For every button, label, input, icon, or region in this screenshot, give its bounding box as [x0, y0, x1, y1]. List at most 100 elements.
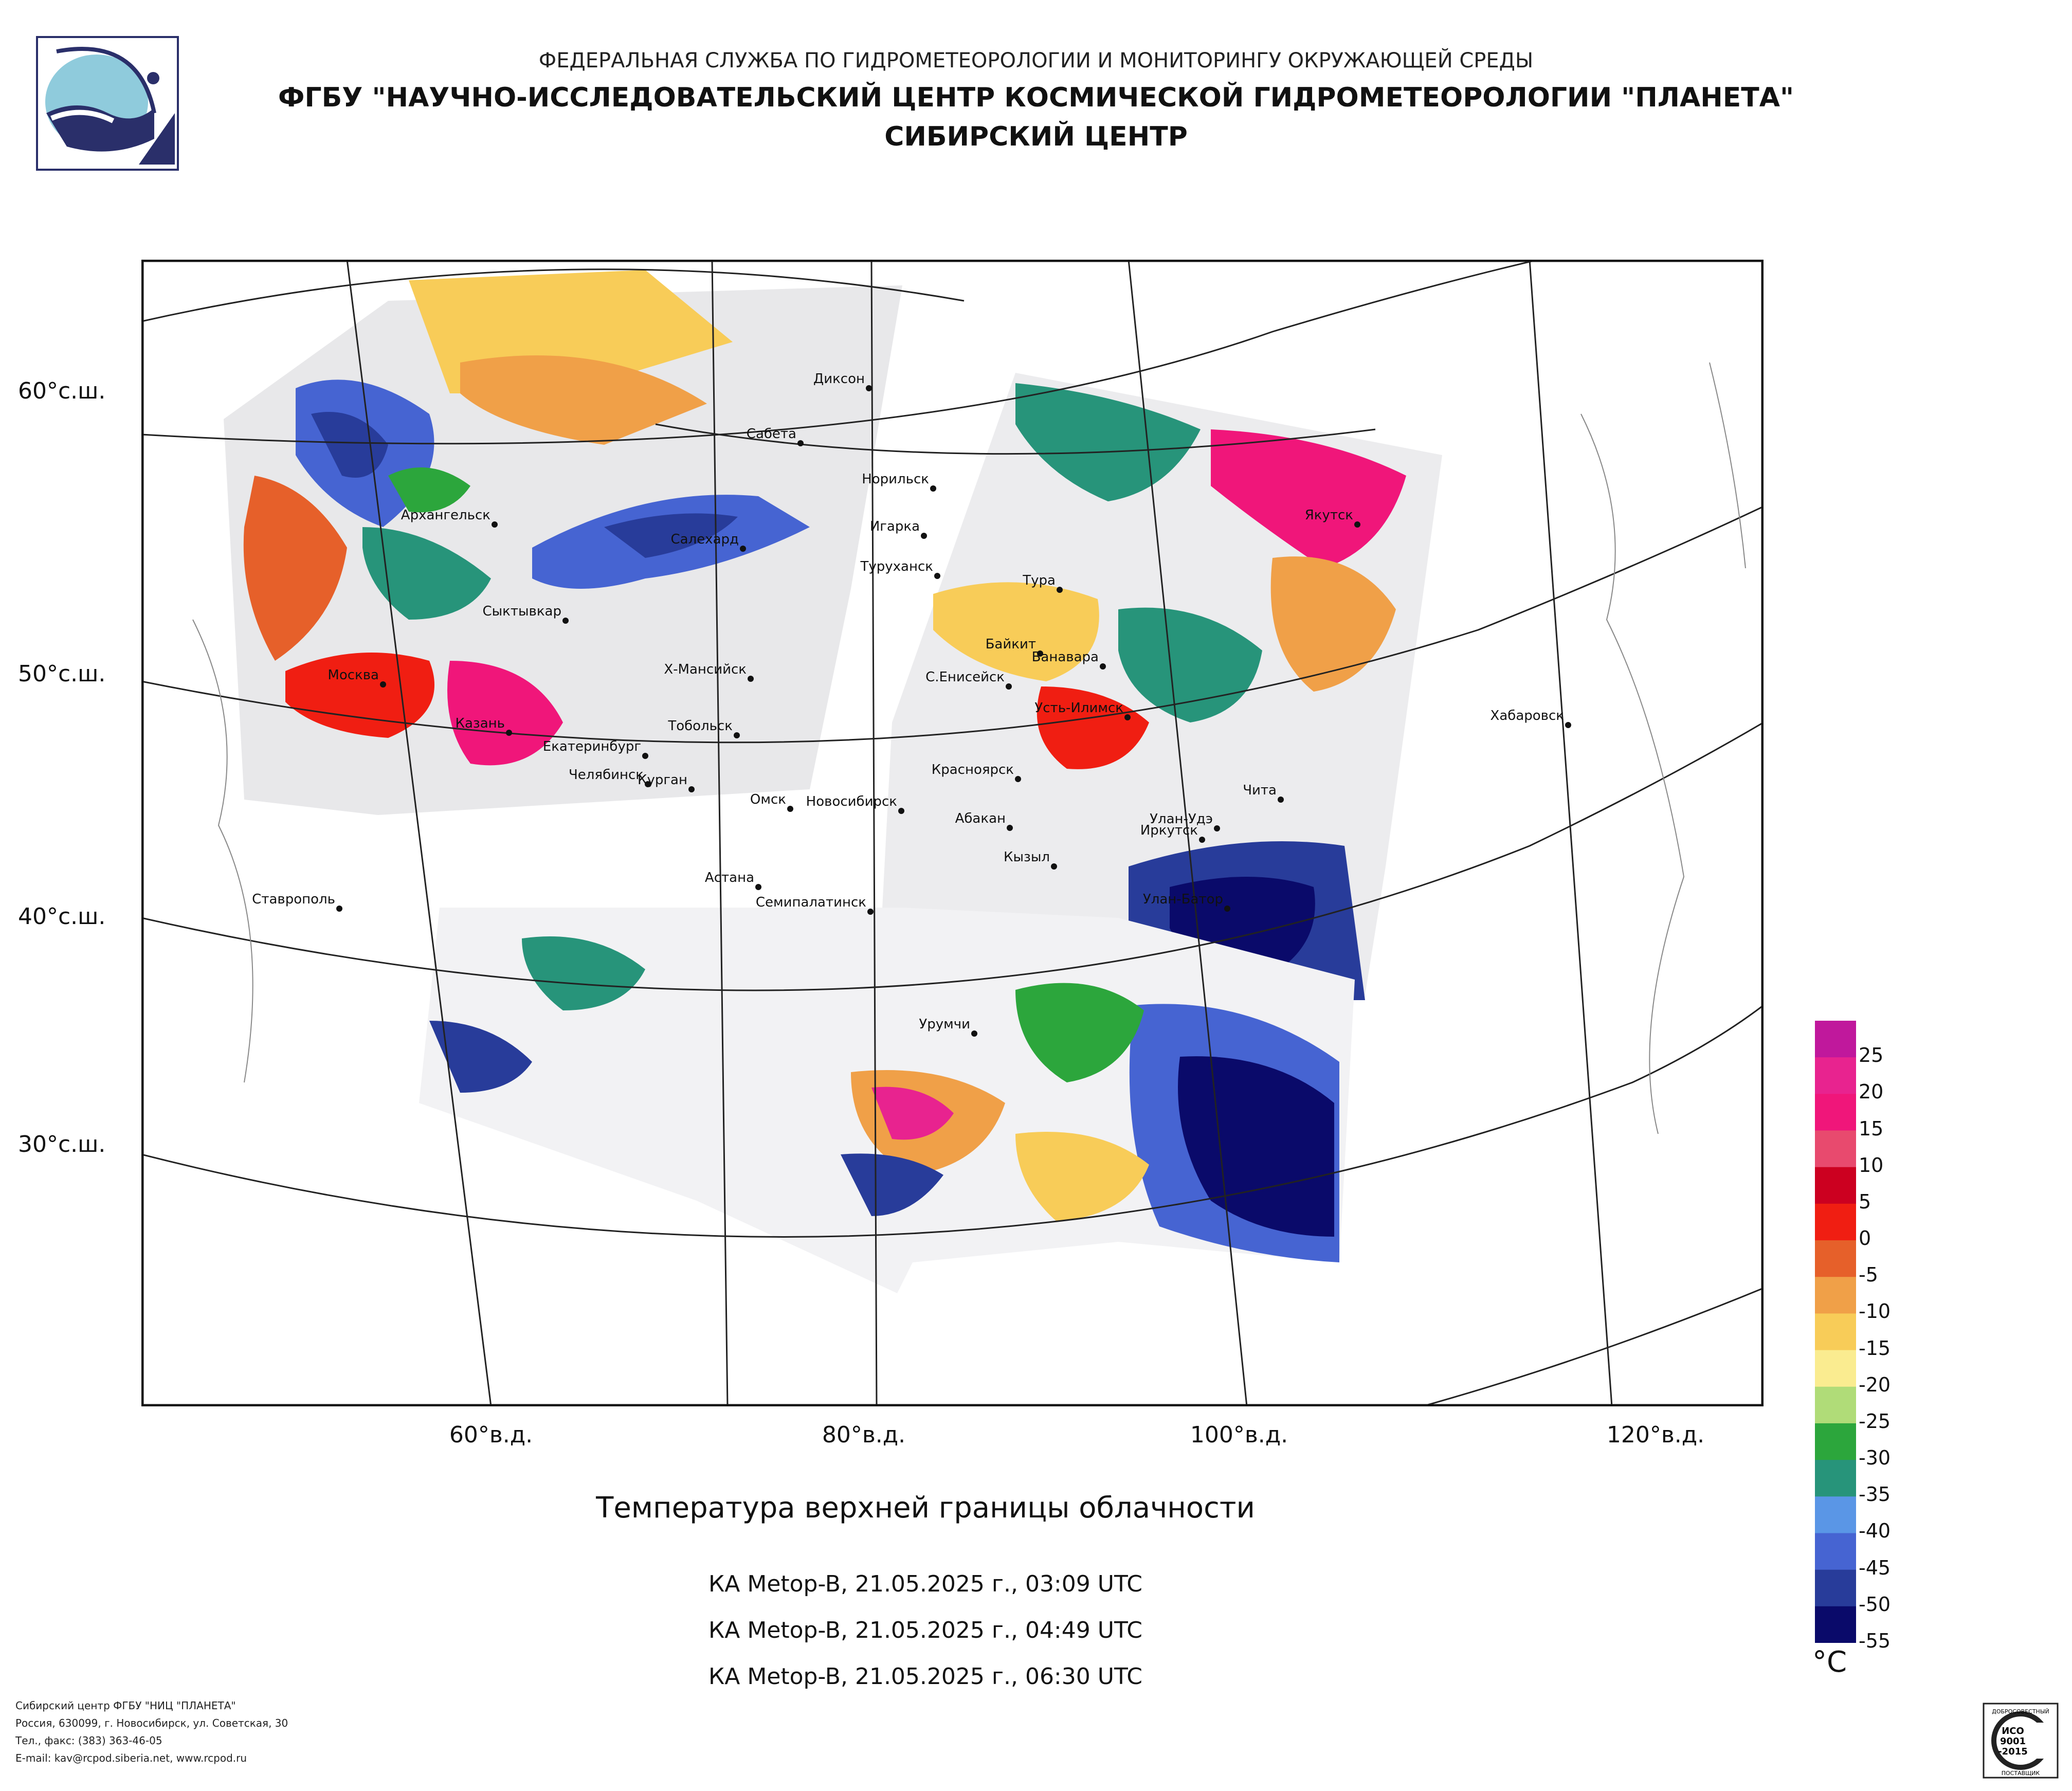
legend-swatch: [1815, 1277, 1856, 1314]
city-dot: [645, 781, 651, 787]
city-marker: Тобольск: [667, 718, 740, 738]
city-dot: [1224, 906, 1230, 912]
city-marker: Урумчи: [919, 1017, 977, 1037]
city-marker: Хабаровск: [1491, 708, 1571, 728]
city-marker: Семипалатинск: [756, 895, 874, 915]
city-marker: Москва: [328, 667, 386, 688]
city-label: Хабаровск: [1491, 708, 1564, 723]
legend-tick-label: 0: [1859, 1227, 1871, 1250]
lat-label-60: 60°с.ш.: [18, 378, 106, 404]
lon-label-60: 60°в.д.: [449, 1422, 533, 1448]
legend-unit: °C: [1812, 1645, 1847, 1679]
city-label: Норильск: [862, 472, 929, 487]
city-label: Улан-Батор: [1143, 892, 1223, 907]
planeta-logo: [36, 36, 179, 171]
satellite-swath-1: [224, 270, 902, 815]
lat-label-50: 50°с.ш.: [18, 661, 106, 687]
city-markers: Диксон Сабета Норильск Игарка Архангельск Сал…: [252, 371, 1571, 1037]
cloud-top-temperature-map: Диксон Сабета Норильск Игарка Архангельск Сал…: [141, 260, 1764, 1406]
iso-9001-badge: ДОБРОСОВЕСТНЫЙ ИСО 9001 -2015 ПОСТАВЩИК: [1983, 1703, 2059, 1779]
city-marker: Игарка: [870, 519, 927, 539]
city-label: Красноярск: [932, 762, 1014, 777]
city-dot: [748, 676, 754, 682]
city-marker: Х-Мансийск: [664, 662, 754, 682]
legend-swatch: [1815, 1130, 1856, 1168]
city-marker: Иркутск: [1140, 823, 1205, 843]
city-marker: Сабета: [747, 426, 804, 446]
city-marker: Абакан: [955, 811, 1013, 831]
legend-tick-label: -35: [1859, 1483, 1891, 1506]
legend-swatch: [1815, 1094, 1856, 1131]
city-label: Омск: [750, 792, 786, 807]
legend-tick-label: -55: [1859, 1630, 1891, 1652]
center-title: СИБИРСКИЙ ЦЕНТР: [884, 121, 1188, 152]
city-marker: Байкит: [986, 637, 1043, 657]
city-marker: Тура: [1022, 573, 1063, 593]
legend-swatch: [1815, 1350, 1856, 1387]
legend-tick-label: -10: [1859, 1300, 1891, 1323]
city-dot: [336, 906, 342, 912]
legend-swatch: [1815, 1240, 1856, 1277]
legend-swatch: [1815, 1496, 1856, 1533]
city-dot: [1124, 714, 1131, 720]
city-marker: Астана: [705, 870, 761, 890]
city-marker: Туруханск: [860, 559, 940, 579]
address-line-4: E-mail: kav@rcpod.siberia.net, www.rcpod…: [15, 1752, 247, 1764]
city-dot: [934, 573, 940, 579]
city-marker: Омск: [750, 792, 793, 812]
city-marker: Ставрополь: [252, 892, 342, 912]
legend-swatch: [1815, 1386, 1856, 1424]
coastlines: [192, 362, 1746, 1134]
legend-tick-label: 20: [1859, 1080, 1884, 1103]
svg-text:ПОСТАВЩИК: ПОСТАВЩИК: [2002, 1770, 2040, 1777]
city-marker: Курган: [638, 772, 695, 792]
legend-swatch: [1815, 1057, 1856, 1094]
city-label: Казань: [456, 716, 505, 731]
city-label: Улан-Удэ: [1150, 811, 1213, 827]
city-dot: [1214, 825, 1220, 831]
pass-info-3: КА Metop-B, 21.05.2025 г., 06:30 UTC: [708, 1663, 1142, 1690]
city-dot: [506, 730, 512, 736]
city-label: Туруханск: [860, 559, 933, 574]
city-label: Урумчи: [919, 1017, 970, 1032]
city-label: Ставрополь: [252, 892, 335, 907]
city-dot: [1037, 650, 1043, 657]
legend-swatch: [1815, 1423, 1856, 1460]
city-label: Семипалатинск: [756, 895, 866, 910]
city-dot: [734, 732, 740, 738]
city-label: Кызыл: [1004, 849, 1050, 865]
lon-label-80: 80°в.д.: [822, 1422, 906, 1448]
city-marker: Казань: [456, 716, 512, 736]
temperature-legend: [1815, 1021, 1856, 1643]
legend-tick-label: 15: [1859, 1117, 1884, 1140]
city-dot: [930, 485, 936, 492]
city-label: Усть-Илимск: [1034, 700, 1123, 716]
city-label: Екатеринбург: [543, 739, 641, 754]
address-line-1: Сибирский центр ФГБУ "НИЦ "ПЛАНЕТА": [15, 1699, 236, 1712]
city-dot: [866, 385, 872, 391]
city-dot: [492, 521, 498, 528]
city-dot: [1278, 797, 1284, 803]
legend-swatch: [1815, 1167, 1856, 1204]
legend-swatch: [1815, 1203, 1856, 1241]
city-label: Игарка: [870, 519, 920, 534]
city-dot: [1199, 837, 1205, 843]
city-dot: [1354, 521, 1360, 528]
city-dot: [1015, 776, 1021, 782]
city-label: Астана: [705, 870, 754, 885]
city-dot: [1100, 663, 1106, 670]
legend-swatch: [1815, 1460, 1856, 1497]
city-dot: [1007, 825, 1013, 831]
city-marker: Диксон: [813, 371, 872, 391]
city-dot: [755, 884, 761, 890]
svg-text:ДОБРОСОВЕСТНЫЙ: ДОБРОСОВЕСТНЫЙ: [1992, 1708, 2049, 1715]
city-dot: [971, 1030, 977, 1037]
legend-tick-label: -15: [1859, 1336, 1891, 1360]
city-dot: [642, 753, 648, 759]
city-label: Тобольск: [667, 718, 733, 734]
city-label: С.Енисейск: [925, 670, 1005, 685]
legend-tick-label: 25: [1859, 1044, 1884, 1067]
svg-text:-2015: -2015: [1998, 1746, 2028, 1757]
legend-swatch: [1815, 1606, 1856, 1643]
legend-swatch: [1815, 1313, 1856, 1351]
